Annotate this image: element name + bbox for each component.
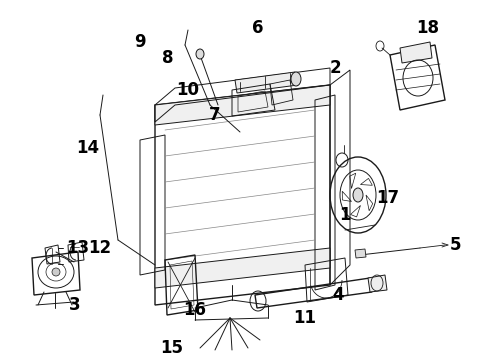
Text: 12: 12 — [88, 239, 112, 257]
Polygon shape — [155, 248, 330, 288]
Ellipse shape — [353, 188, 363, 202]
Text: 7: 7 — [209, 106, 221, 124]
Text: 17: 17 — [376, 189, 399, 207]
Polygon shape — [355, 249, 366, 258]
Ellipse shape — [291, 72, 301, 86]
Polygon shape — [368, 275, 387, 292]
Ellipse shape — [196, 49, 204, 59]
Text: 1: 1 — [339, 206, 351, 224]
Text: 4: 4 — [332, 286, 344, 304]
Text: 9: 9 — [134, 33, 146, 51]
Text: 10: 10 — [176, 81, 199, 99]
Polygon shape — [400, 42, 432, 63]
Text: 15: 15 — [161, 339, 183, 357]
Ellipse shape — [52, 268, 60, 276]
Text: 14: 14 — [76, 139, 99, 157]
Text: 5: 5 — [449, 236, 461, 254]
Text: 18: 18 — [416, 19, 440, 37]
Polygon shape — [155, 85, 330, 125]
Text: 2: 2 — [329, 59, 341, 77]
Text: 11: 11 — [294, 309, 317, 327]
Polygon shape — [235, 72, 298, 93]
Text: 13: 13 — [67, 239, 90, 257]
Text: 3: 3 — [69, 296, 81, 314]
Text: 8: 8 — [162, 49, 174, 67]
Text: 16: 16 — [183, 301, 206, 319]
Text: 6: 6 — [252, 19, 264, 37]
